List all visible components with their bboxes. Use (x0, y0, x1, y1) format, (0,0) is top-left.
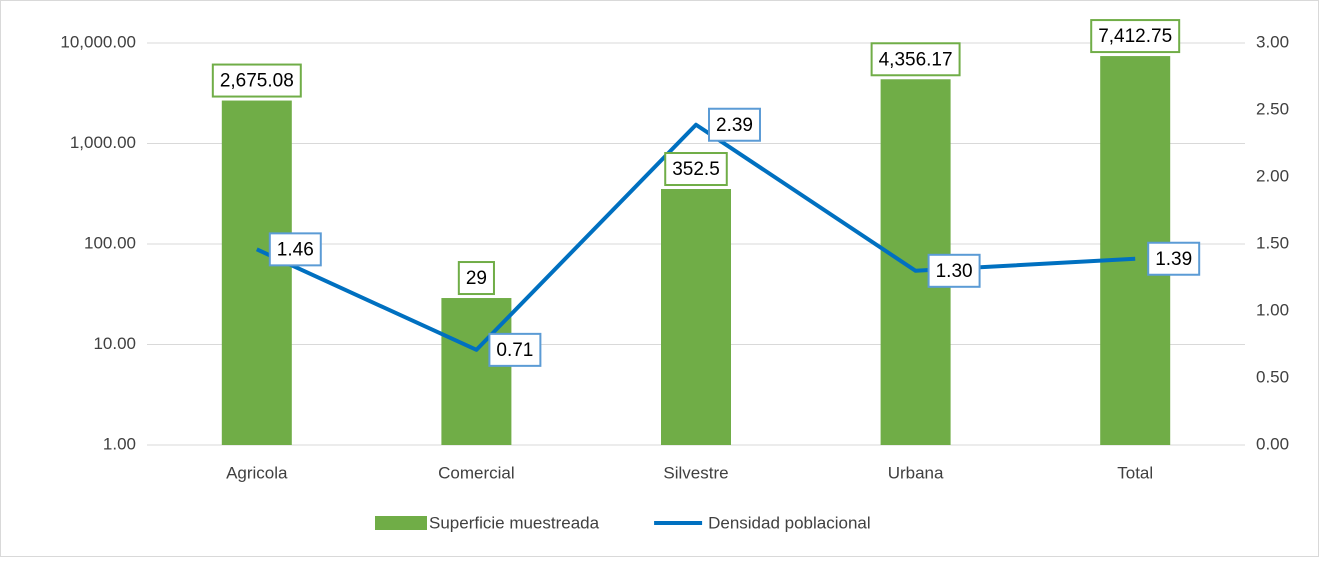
y-tick-label: 1,000.00 (70, 133, 136, 152)
x-tick-label: Urbana (888, 463, 944, 482)
line (255, 122, 1136, 352)
data-label: 0.71 (496, 340, 533, 361)
y2-tick-label: 0.50 (1256, 367, 1289, 386)
data-label-box (927, 253, 981, 288)
data-label: 1.46 (277, 239, 314, 260)
legend-label: Densidad poblacional (708, 513, 871, 532)
data-label: 7,412.75 (1098, 26, 1172, 47)
y2-tick-label: 2.50 (1256, 99, 1289, 118)
data-label: 1.39 (1155, 249, 1192, 270)
y-tick-label: 1.00 (103, 434, 136, 453)
data-label-box (1090, 19, 1181, 54)
bar (661, 189, 731, 445)
data-label-box (488, 332, 542, 367)
x-tick-label: Comercial (438, 463, 515, 482)
data-label-box (664, 152, 728, 187)
data-label-box (870, 42, 961, 77)
data-label: 2,675.08 (220, 71, 294, 92)
y2-tick-label: 1.50 (1256, 233, 1289, 252)
y-tick-label: 10.00 (93, 334, 136, 353)
x-tick-label: Total (1117, 463, 1153, 482)
y-tick-label: 10,000.00 (60, 32, 136, 51)
y2-tick-label: 3.00 (1256, 32, 1289, 51)
legend-label: Superficie muestreada (429, 513, 600, 532)
data-label-box (708, 107, 761, 142)
y2-tick-label: 0.00 (1256, 434, 1289, 453)
legend-swatch (375, 516, 427, 530)
bar (441, 298, 512, 445)
data-label: 2.39 (716, 115, 753, 136)
data-label: 29 (466, 268, 487, 289)
x-tick-label: Agricola (226, 463, 288, 482)
y-tick-label: 100.00 (84, 233, 136, 252)
data-label-box (1147, 241, 1201, 276)
data-label: 352.5 (672, 159, 720, 180)
bar (221, 100, 292, 446)
x-tick-label: Silvestre (663, 463, 728, 482)
data-label-box (211, 63, 302, 98)
data-label: 4,356.17 (879, 49, 953, 70)
data-label-box (268, 232, 322, 267)
y2-tick-label: 2.00 (1256, 166, 1289, 185)
y2-tick-label: 1.00 (1256, 300, 1289, 319)
data-label: 1.30 (936, 261, 973, 282)
data-label-box (457, 261, 495, 296)
